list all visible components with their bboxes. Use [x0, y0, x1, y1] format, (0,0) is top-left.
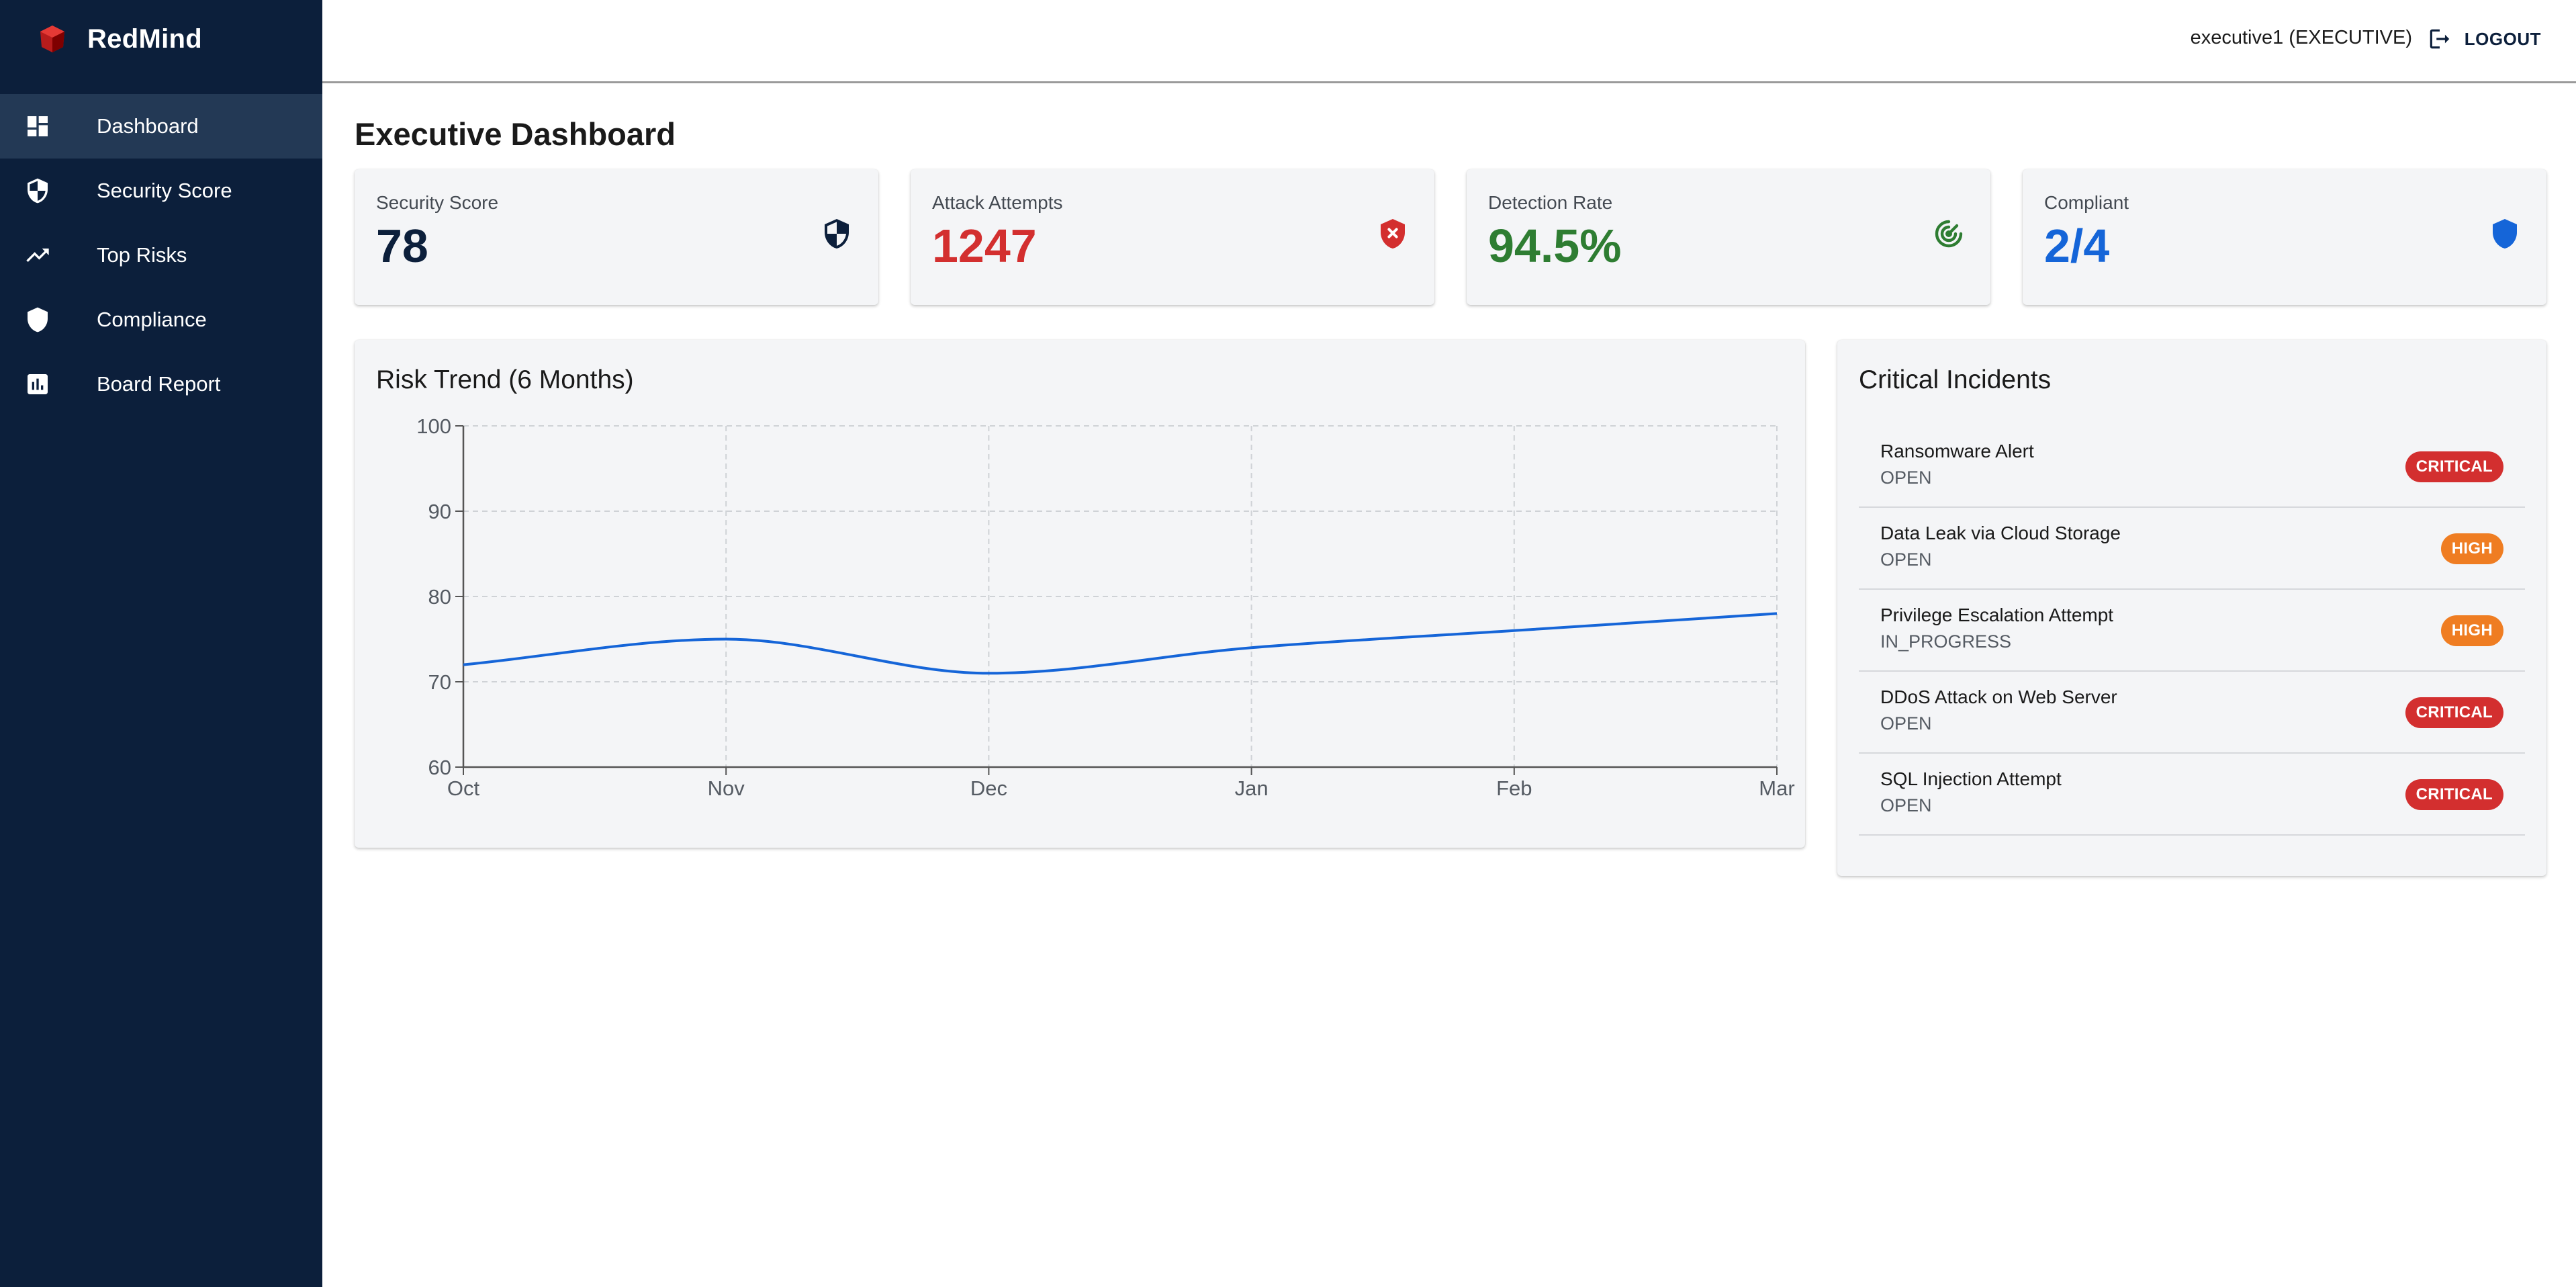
- security-shield-icon: [821, 218, 853, 250]
- incident-list: Ransomware Alert OPEN CRITICAL Data Leak…: [1859, 426, 2525, 836]
- stat-card-compliant: Compliant 2/4: [2023, 169, 2546, 305]
- x-tick-label: Jan: [1235, 776, 1269, 800]
- logout-label: LOGOUT: [2464, 28, 2541, 49]
- sidebar-item-board-report[interactable]: Board Report: [0, 352, 322, 416]
- sidebar-item-compliance[interactable]: Compliance: [0, 287, 322, 352]
- incident-status: OPEN: [1880, 795, 1932, 815]
- incident-title: Data Leak via Cloud Storage: [1880, 523, 2121, 543]
- y-tick-label: 100: [416, 414, 451, 438]
- stat-label: Security Score: [376, 192, 499, 213]
- logout-icon: [2430, 29, 2450, 49]
- stat-label: Detection Rate: [1488, 192, 1613, 213]
- sidebar-item-dashboard[interactable]: Dashboard: [0, 94, 322, 159]
- stat-card-security-score: Security Score 78: [355, 169, 878, 305]
- risk-trend-chart: 60 70 80 90 100 Oct Nov Dec Jan Feb Mar: [416, 414, 1794, 800]
- sidebar-item-security-score[interactable]: Security Score: [0, 159, 322, 223]
- security-shield-icon: [24, 177, 51, 204]
- incident-item[interactable]: Ransomware Alert OPEN CRITICAL: [1859, 426, 2525, 508]
- stat-value: 94.5%: [1488, 220, 1622, 272]
- y-tick-label: 80: [428, 585, 451, 609]
- redmind-logo-icon: [40, 26, 64, 52]
- current-user-label: executive1 (EXECUTIVE): [2190, 27, 2412, 48]
- sidebar-item-label: Board Report: [97, 372, 221, 396]
- sidebar-item-label: Security Score: [97, 179, 232, 202]
- severity-badge: HIGH: [2440, 533, 2503, 564]
- stat-card-detection-rate: Detection Rate 94.5%: [1467, 169, 1990, 305]
- stat-value: 78: [376, 220, 428, 272]
- x-tick-label: Mar: [1759, 776, 1794, 800]
- x-tick-label: Nov: [708, 776, 745, 800]
- stat-value: 1247: [932, 220, 1037, 272]
- incident-status: OPEN: [1880, 713, 1932, 734]
- x-tick-label: Feb: [1496, 776, 1532, 800]
- sidebar-item-label: Compliance: [97, 308, 207, 331]
- y-tick-label: 90: [428, 500, 451, 523]
- sidebar-item-top-risks[interactable]: Top Risks: [0, 223, 322, 287]
- logout-button[interactable]: LOGOUT: [2427, 23, 2541, 55]
- brand-name: RedMind: [87, 24, 202, 54]
- shield-icon: [2489, 218, 2521, 250]
- incident-title: SQL Injection Attempt: [1880, 768, 2062, 789]
- incident-status: OPEN: [1880, 549, 1932, 570]
- radar-icon: [1933, 218, 1965, 250]
- sidebar-item-label: Top Risks: [97, 243, 187, 267]
- incident-item[interactable]: Data Leak via Cloud Storage OPEN HIGH: [1859, 508, 2525, 590]
- incident-status: OPEN: [1880, 468, 1932, 488]
- y-tick-label: 60: [428, 756, 451, 779]
- sidebar-nav: Dashboard Security Score Top Risks Compl…: [0, 94, 322, 416]
- sidebar: RedMind Dashboard Security Score Top Ris…: [0, 0, 322, 1287]
- critical-incidents-card: Critical Incidents Ransomware Alert OPEN…: [1837, 340, 2546, 876]
- incident-item[interactable]: Privilege Escalation Attempt IN_PROGRESS…: [1859, 590, 2525, 672]
- severity-badge: CRITICAL: [2405, 451, 2503, 482]
- incident-item[interactable]: DDoS Attack on Web Server OPEN CRITICAL: [1859, 672, 2525, 754]
- top-bar: executive1 (EXECUTIVE) LOGOUT: [322, 0, 2576, 83]
- severity-badge: HIGH: [2440, 615, 2503, 646]
- incident-title: Privilege Escalation Attempt: [1880, 605, 2114, 625]
- severity-badge: CRITICAL: [2405, 779, 2503, 810]
- stat-value: 2/4: [2044, 220, 2110, 272]
- severity-badge: CRITICAL: [2405, 697, 2503, 728]
- stat-card-attack-attempts: Attack Attempts 1247: [911, 169, 1434, 305]
- stat-label: Attack Attempts: [932, 192, 1063, 213]
- trending-up-icon: [24, 242, 51, 269]
- series-line: [463, 612, 1778, 675]
- dashboard-icon: [24, 113, 51, 140]
- brand[interactable]: RedMind: [0, 0, 322, 78]
- stat-label: Compliant: [2044, 192, 2129, 213]
- page-title: Executive Dashboard: [355, 116, 676, 152]
- incidents-title: Critical Incidents: [1859, 365, 2052, 394]
- chart-title: Risk Trend (6 Months): [376, 365, 634, 394]
- shield-icon: [24, 306, 51, 333]
- y-tick-label: 70: [428, 670, 451, 694]
- incident-item[interactable]: SQL Injection Attempt OPEN CRITICAL: [1859, 754, 2525, 836]
- shield-x-icon: [1377, 218, 1409, 250]
- x-tick-label: Dec: [970, 776, 1007, 800]
- incident-title: DDoS Attack on Web Server: [1880, 686, 2117, 707]
- bar-chart-icon: [24, 371, 51, 398]
- sidebar-item-label: Dashboard: [97, 114, 199, 138]
- risk-trend-card: Risk Trend (6 Months) 60 70 80 90 100 Oct Nov D…: [355, 340, 1805, 848]
- x-tick-label: Oct: [447, 776, 480, 800]
- incident-title: Ransomware Alert: [1880, 441, 2034, 461]
- incident-status: IN_PROGRESS: [1880, 631, 2012, 652]
